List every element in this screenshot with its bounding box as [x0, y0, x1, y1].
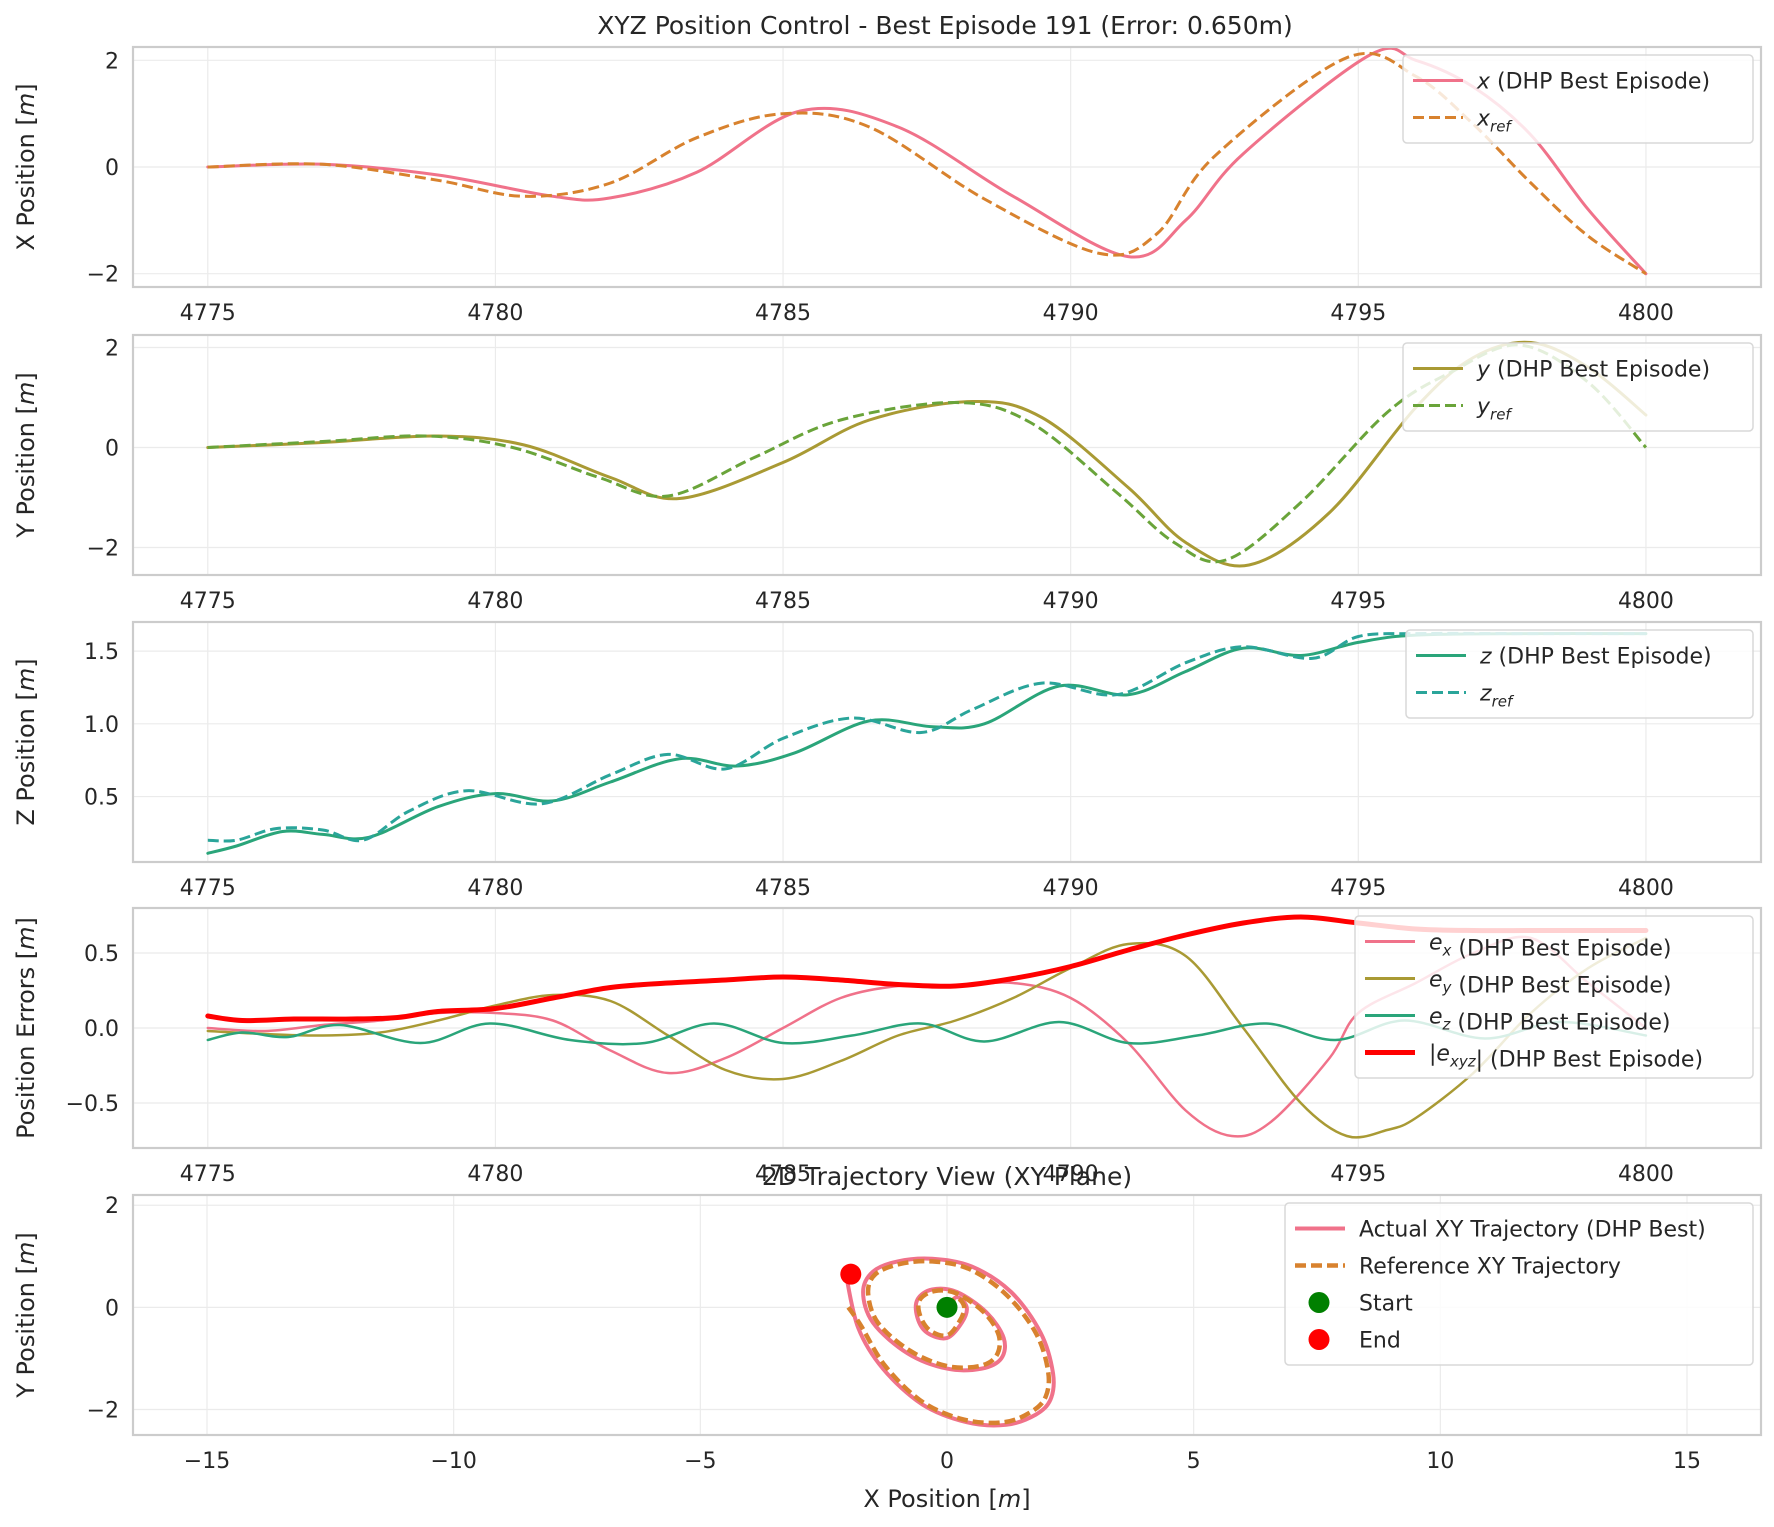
x-tick-label: 4780: [467, 1162, 523, 1187]
x-tick-label: 4780: [467, 589, 523, 614]
x-tick-label: 4800: [1618, 589, 1674, 614]
y-tick-label: 2: [105, 1194, 119, 1219]
y-tick-label: 0: [105, 156, 119, 181]
y-axis-label: X Position [m]: [12, 83, 40, 250]
legend-box: [1402, 342, 1754, 432]
legend-entry: Start: [1359, 1292, 1413, 1317]
legend-box: [1405, 629, 1754, 719]
legend-entry: z (DHP Best Episode): [1479, 645, 1712, 670]
y-tick-label: 2: [105, 337, 119, 362]
y-axis-label: Z Position [m]: [12, 658, 40, 825]
x-tick-label: 4795: [1330, 589, 1386, 614]
y-axis-label: Y Position [m]: [12, 372, 40, 539]
figure-title: XYZ Position Control - Best Episode 191 …: [597, 11, 1292, 40]
legend-entry: End: [1359, 1329, 1401, 1354]
y-tick-label: 1.5: [84, 640, 119, 665]
x-tick-label: 4780: [467, 301, 523, 326]
y-axis-label: Position Errors [m]: [12, 917, 40, 1139]
y-tick-label: 0: [105, 1296, 119, 1321]
x-tick-label: −15: [184, 1449, 230, 1474]
legend-entry: ez (DHP Best Episode): [1429, 1005, 1670, 1036]
chart-x-position: 4775 4780 4785 4790 4795 4800 −2 0 2 X Position […: [12, 45, 1763, 326]
y-tick-label: −0.5: [66, 1092, 119, 1117]
legend: y (DHP Best Episode) yref: [1402, 342, 1754, 432]
marker-start: [936, 1296, 958, 1318]
x-tick-label: 4790: [1043, 876, 1099, 901]
x-tick-label: 4800: [1618, 876, 1674, 901]
x-tick-label: 4785: [755, 589, 811, 614]
chart-position-errors: 4775 4780 4785 4790 4795 4800 −0.5 0.0 0.5 Positi…: [12, 906, 1763, 1187]
y-tick-label: 0.5: [84, 786, 119, 811]
chart-trajectory-xy: −15 −10 −5 0 5 10 15 −2 0 2 Y Position [m] X Positi…: [12, 1162, 1763, 1513]
legend-entry: xref: [1476, 107, 1513, 136]
x-tick-label: 15: [1673, 1449, 1701, 1474]
legend: ex (DHP Best Episode) ey (DHP Best Episod…: [1354, 915, 1754, 1079]
axes-frame: [131, 620, 1763, 864]
x-tick-label: 4785: [755, 301, 811, 326]
x-tick-label: 4795: [1330, 876, 1386, 901]
x-tick-label: 0: [940, 1449, 954, 1474]
legend-marker: [1308, 1292, 1330, 1313]
legend-marker: [1308, 1329, 1330, 1350]
y-tick-label: −2: [87, 537, 119, 562]
chart-y-position: 4775 4780 4785 4790 4795 4800 −2 0 2 Y Position […: [12, 333, 1763, 614]
legend-entry: yref: [1476, 395, 1513, 424]
legend-box: [1354, 915, 1754, 1079]
x-tick-label: 4800: [1618, 301, 1674, 326]
legend-entry: Actual XY Trajectory (DHP Best): [1359, 1218, 1706, 1243]
x-tick-label: 4790: [1043, 1162, 1099, 1187]
x-tick-label: 4775: [180, 1162, 236, 1187]
legend-entry: ey (DHP Best Episode): [1429, 968, 1671, 999]
y-tick-label: 0.0: [84, 1017, 119, 1042]
legend: x (DHP Best Episode) xref: [1402, 54, 1754, 144]
axes-frame: [131, 1193, 1763, 1437]
y-tick-label: 1.0: [84, 713, 119, 738]
axes-frame: [131, 906, 1763, 1150]
legend: z (DHP Best Episode) zref: [1405, 629, 1754, 719]
x-tick-label: 5: [1187, 1449, 1201, 1474]
chart-subtitle: 2D Trajectory View (XY Plane): [762, 1162, 1132, 1191]
x-tick-label: 4790: [1043, 589, 1099, 614]
x-tick-label: 4780: [467, 876, 523, 901]
marker-end: [840, 1263, 862, 1285]
x-tick-label: −10: [430, 1449, 476, 1474]
y-tick-label: 0.5: [84, 942, 119, 967]
legend-box: [1284, 1202, 1754, 1366]
y-tick-label: 2: [105, 49, 119, 74]
x-axis-label: X Position [m]: [863, 1485, 1030, 1513]
legend-entry: |exyz| (DHP Best Episode): [1429, 1042, 1703, 1073]
x-tick-label: 4775: [180, 876, 236, 901]
legend-entry: ex (DHP Best Episode): [1429, 931, 1671, 962]
legend-entry: Reference XY Trajectory: [1359, 1255, 1621, 1280]
x-tick-label: 10: [1426, 1449, 1454, 1474]
y-tick-label: −2: [87, 1398, 119, 1423]
legend-entry: y (DHP Best Episode): [1476, 358, 1710, 383]
x-tick-label: −5: [684, 1449, 716, 1474]
legend-entry: zref: [1479, 682, 1515, 711]
x-tick-label: 4795: [1330, 1162, 1386, 1187]
legend: Actual XY Trajectory (DHP Best) Reference…: [1284, 1202, 1754, 1366]
series-line-trajectory-xy-0: [843, 1256, 1056, 1428]
x-tick-label: 4775: [180, 301, 236, 326]
x-tick-label: 4795: [1330, 301, 1386, 326]
x-tick-label: 4775: [180, 589, 236, 614]
series-line-trajectory-xy-1: [846, 1258, 1052, 1426]
y-tick-label: 0: [105, 437, 119, 462]
series-line-z-position-1: [207, 631, 1646, 843]
x-tick-label: 4800: [1618, 1162, 1674, 1187]
axes-frame: [131, 45, 1763, 289]
y-axis-label: Y Position [m]: [12, 1232, 40, 1399]
x-tick-label: 4785: [755, 876, 811, 901]
chart-z-position: 4775 4780 4785 4790 4795 4800 0.5 1.0 1.5 Z Posit…: [12, 620, 1763, 901]
x-tick-label: 4790: [1043, 301, 1099, 326]
axes-frame: [131, 333, 1763, 577]
legend-entry: x (DHP Best Episode): [1476, 70, 1710, 95]
y-tick-label: −2: [87, 263, 119, 288]
x-tick-label: 4785: [755, 1162, 811, 1187]
series-line-x-position-1: [207, 51, 1647, 275]
legend-box: [1402, 54, 1754, 144]
